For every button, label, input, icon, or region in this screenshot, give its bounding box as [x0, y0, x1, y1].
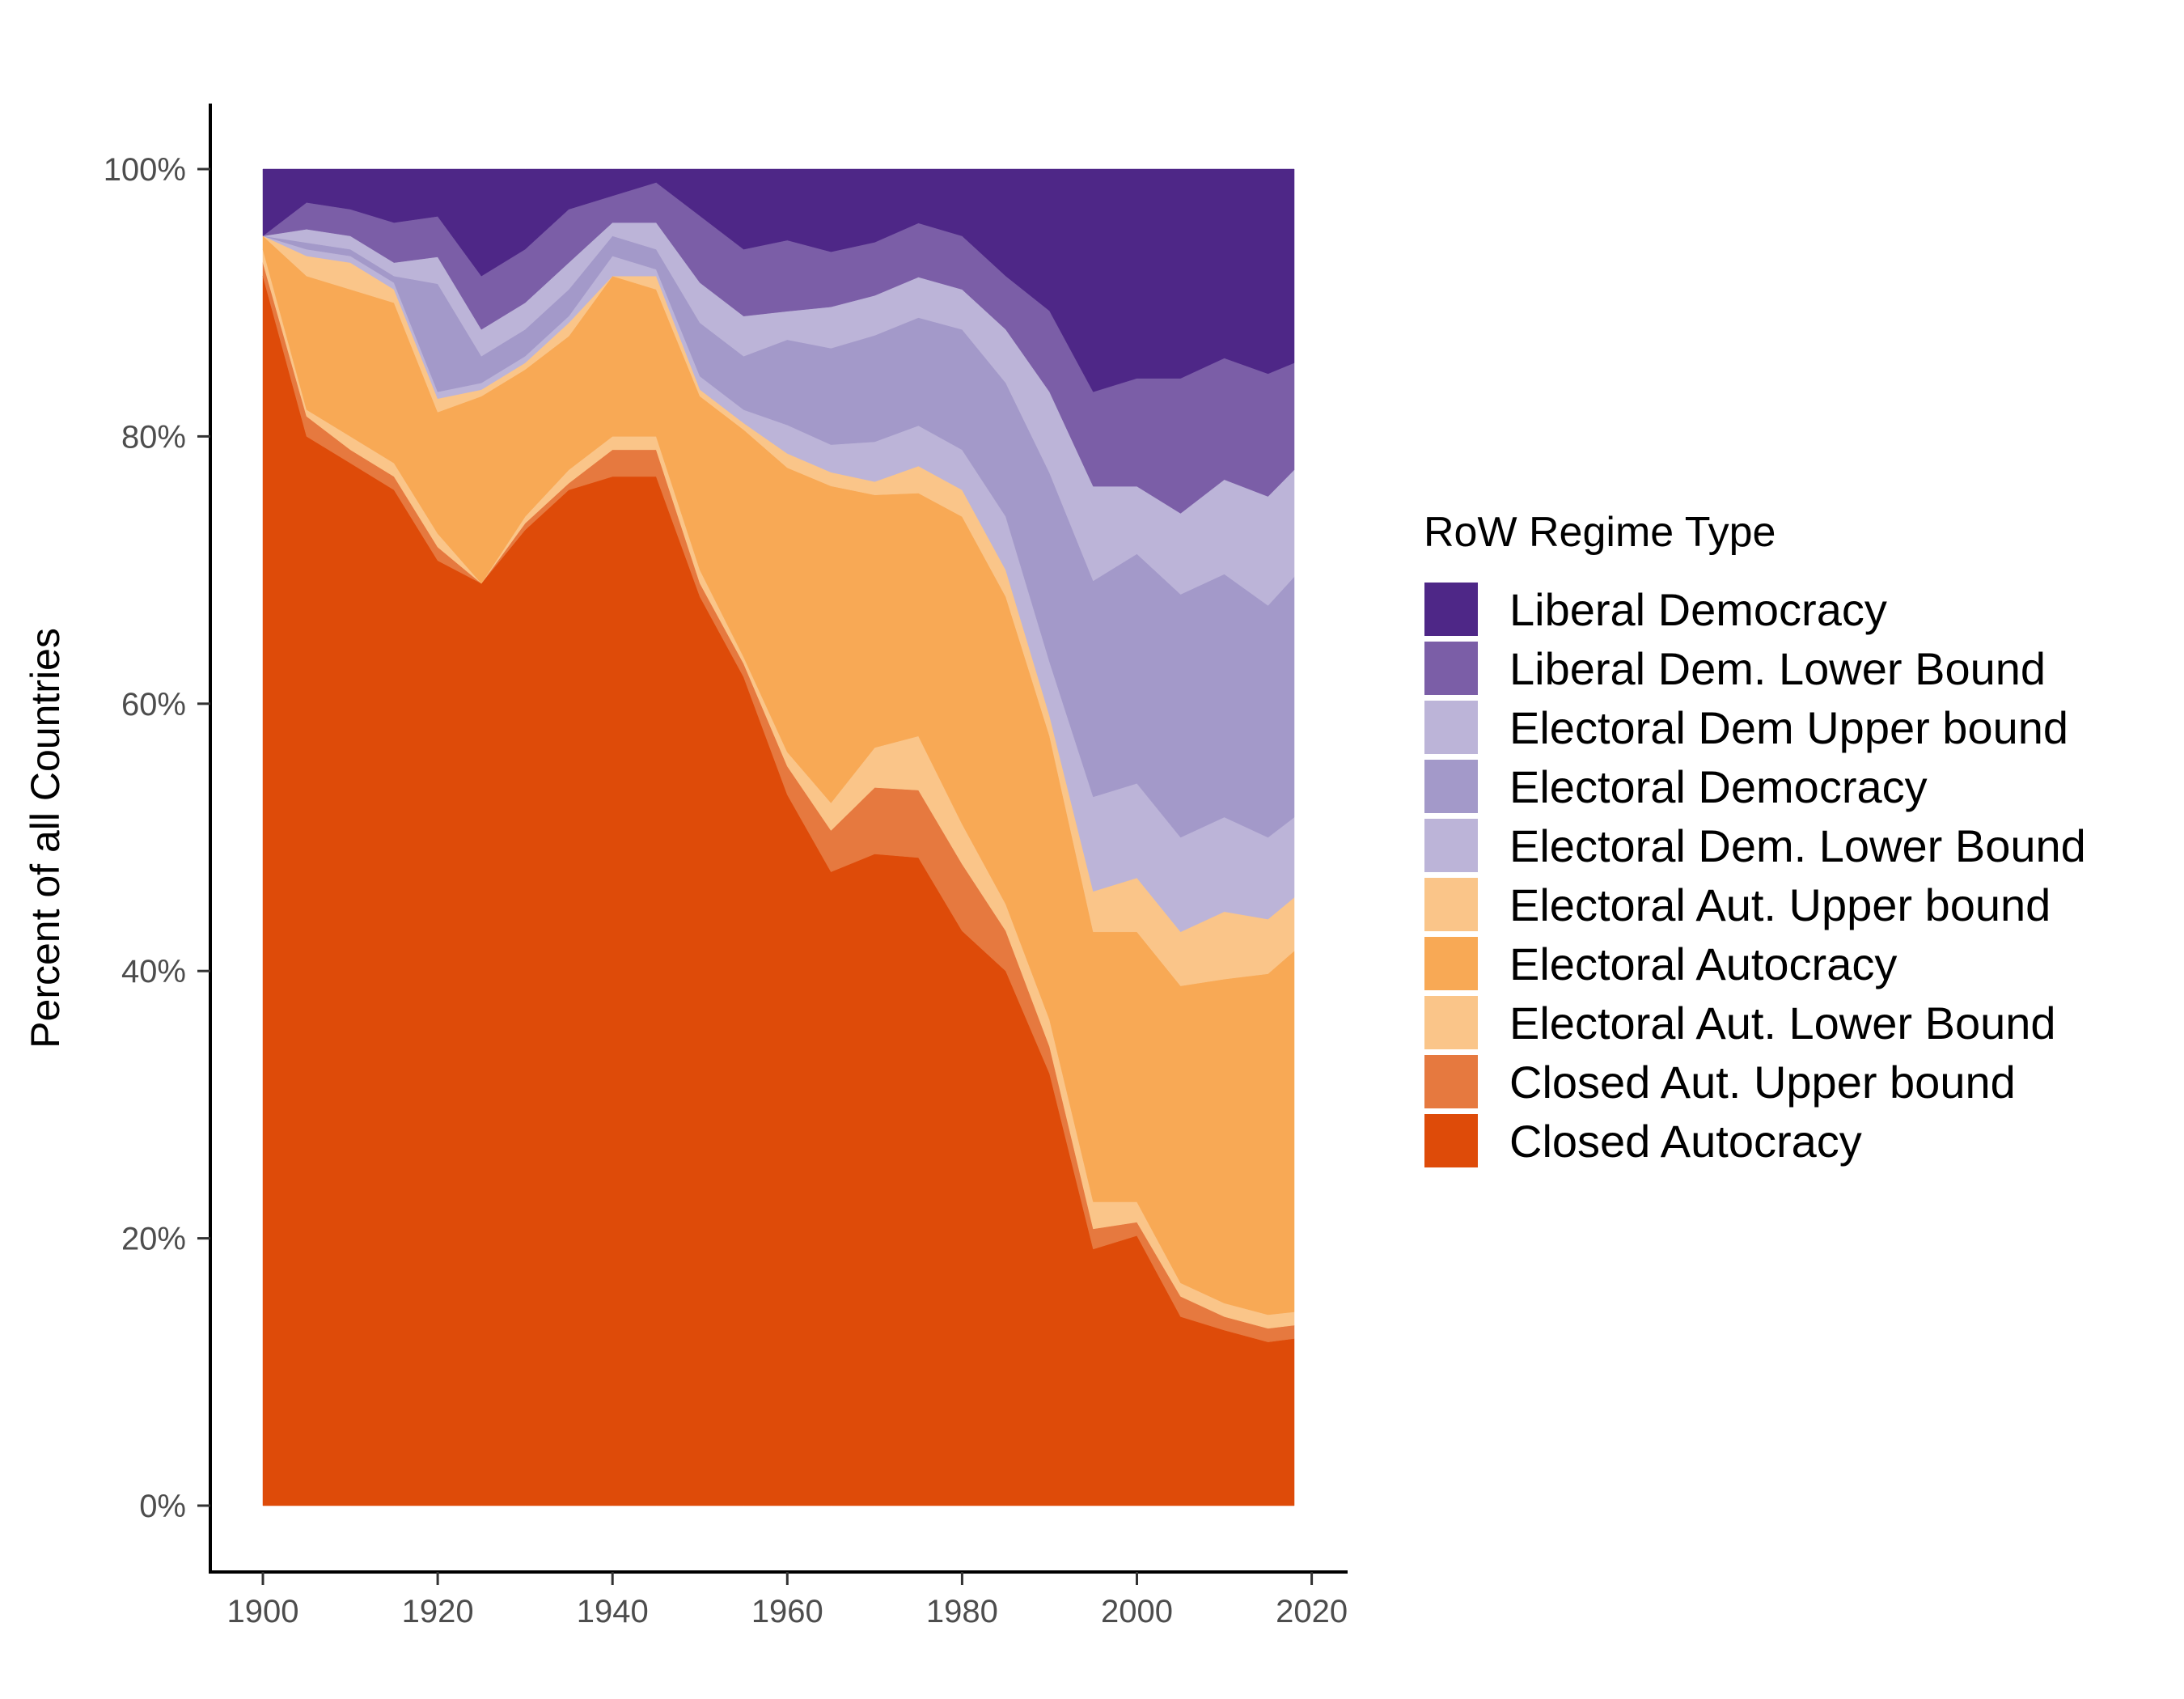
y-tick-label: 100% [104, 152, 186, 188]
area-liberal-democracy [262, 168, 1295, 392]
legend-title: RoW Regime Type [1424, 509, 1776, 556]
y-axis-ticks: 0% 20% 40% 60% 80% 100% [104, 152, 210, 1524]
legend-label: Electoral Aut. Lower Bound [1509, 998, 2056, 1049]
legend-swatch [1424, 642, 1478, 695]
x-tick-label: 1940 [577, 1594, 649, 1629]
legend-label: Liberal Democracy [1509, 584, 1887, 635]
legend-label: Closed Autocracy [1509, 1116, 1862, 1167]
stacked-areas [262, 168, 1295, 1506]
y-tick-label: 80% [121, 419, 186, 455]
legend-label: Electoral Democracy [1509, 761, 1928, 812]
x-tick-label: 1900 [227, 1594, 299, 1629]
legend-swatch [1424, 1114, 1478, 1167]
legend-label: Electoral Autocracy [1509, 938, 1897, 989]
x-tick-label: 2020 [1276, 1594, 1348, 1629]
y-tick-label: 20% [121, 1222, 186, 1257]
legend-swatch [1424, 583, 1478, 636]
legend-label: Liberal Dem. Lower Bound [1509, 643, 2046, 694]
x-tick-label: 2000 [1101, 1594, 1173, 1629]
y-tick-label: 60% [121, 687, 186, 722]
x-tick-label: 1980 [926, 1594, 998, 1629]
legend-label: Electoral Dem. Lower Bound [1509, 820, 2086, 871]
legend-label: Electoral Aut. Upper bound [1509, 879, 2051, 930]
legend: Liberal Democracy Liberal Dem. Lower Boun… [1424, 583, 2086, 1167]
y-tick-label: 0% [139, 1489, 186, 1524]
y-axis-title: Percent of all Countries [23, 628, 68, 1049]
legend-label: Electoral Dem Upper bound [1509, 702, 2068, 753]
legend-swatch [1424, 1055, 1478, 1108]
legend-swatch [1424, 819, 1478, 872]
x-tick-label: 1920 [402, 1594, 474, 1629]
legend-label: Closed Aut. Upper bound [1509, 1057, 2016, 1108]
y-tick-label: 40% [121, 954, 186, 989]
legend-swatch [1424, 937, 1478, 990]
legend-swatch [1424, 878, 1478, 931]
legend-swatch [1424, 701, 1478, 754]
legend-swatch [1424, 760, 1478, 813]
legend-swatch [1424, 996, 1478, 1049]
x-tick-label: 1960 [751, 1594, 823, 1629]
axes [209, 104, 1348, 1574]
x-axis-ticks: 1900 1920 1940 1960 1980 2000 2020 [227, 1572, 1348, 1629]
